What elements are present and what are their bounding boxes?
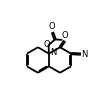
Text: O: O [43, 40, 50, 49]
Text: O: O [49, 22, 55, 31]
Text: N: N [50, 48, 56, 57]
Text: O: O [62, 31, 68, 40]
Text: N: N [82, 50, 88, 59]
